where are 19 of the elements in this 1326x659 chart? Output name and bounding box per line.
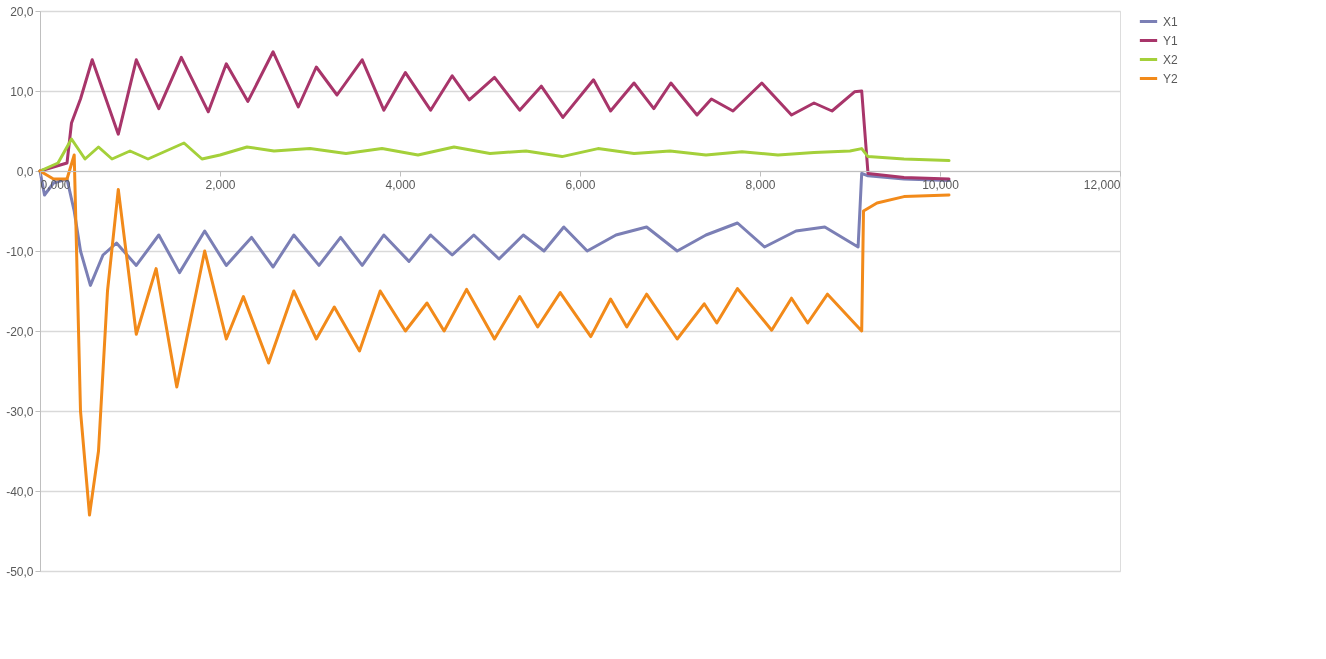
x-tick-label: 12,000: [1083, 177, 1121, 192]
y-tick-label: -40,0: [6, 484, 34, 499]
y-tick-label: -50,0: [6, 564, 34, 579]
legend-label: Y2: [1163, 71, 1178, 86]
legend-label: X2: [1163, 52, 1178, 67]
y-tick-label: 10,0: [10, 84, 34, 99]
legend-label: X1: [1163, 14, 1178, 29]
line-series: [38, 137, 951, 173]
x-tick-label: 2,000: [205, 177, 236, 192]
y-tick-label: -30,0: [6, 404, 34, 419]
legend-label: Y1: [1163, 33, 1178, 48]
y-tick-label: 20,0: [10, 4, 34, 19]
y-tick-label: -20,0: [6, 324, 34, 339]
x-tick-label: 8,000: [745, 177, 776, 192]
y-tick-label: -10,0: [6, 244, 34, 259]
x-tick-label: 6,000: [565, 177, 596, 192]
x-tick-label: 4,000: [385, 177, 416, 192]
x-tick-label: 10,000: [922, 177, 960, 192]
y-tick-label: 0,0: [16, 164, 34, 179]
